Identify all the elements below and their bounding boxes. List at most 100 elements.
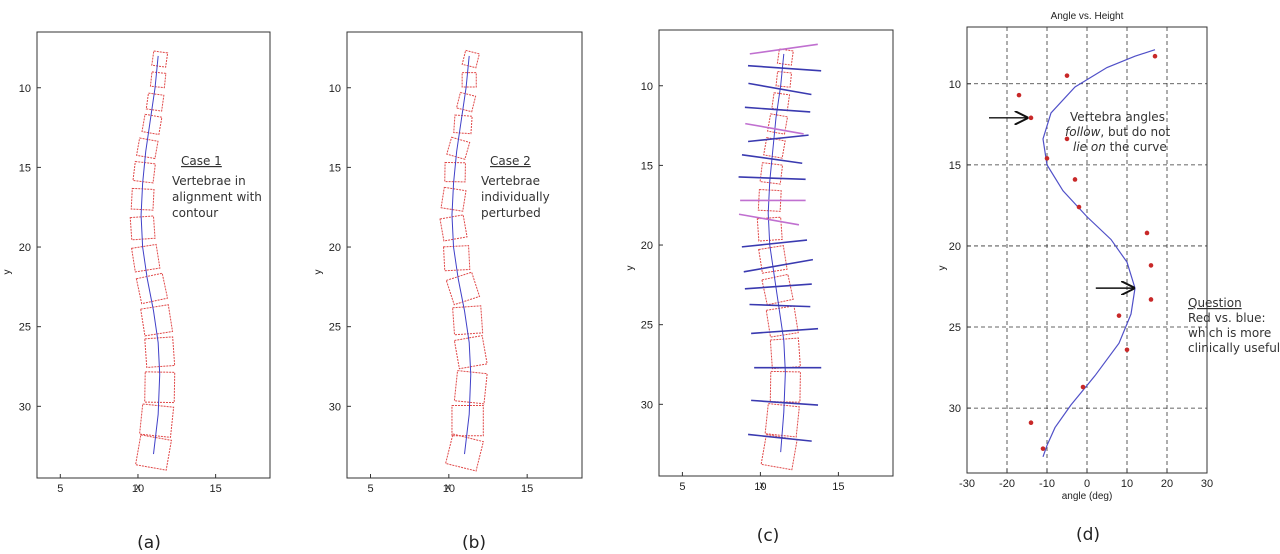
annotation-right-title: Question: [1188, 296, 1242, 310]
vertebra-box: [439, 214, 468, 242]
y-tick-label: 25: [949, 322, 961, 334]
grid-layer: [967, 27, 1207, 473]
spine-contour: [140, 55, 161, 455]
vertebrae-layer: [439, 49, 488, 472]
panel-label: (b): [462, 533, 486, 553]
vertebrae-layer: [129, 50, 176, 471]
x-tick-label: 20: [1161, 478, 1173, 490]
y-tick-label: 15: [641, 160, 653, 172]
annotation-line-1: Vertebrae: [481, 174, 540, 188]
data-point: [1148, 297, 1154, 302]
vertebra-box: [453, 335, 488, 370]
x-tick-label: 5: [57, 483, 63, 495]
vertebra-box: [452, 305, 484, 336]
vertebra-box: [776, 48, 794, 66]
x-tick-label: 15: [210, 483, 222, 495]
y-tick-layer: 10 15 20 25 30: [641, 81, 663, 411]
panel-b: 5 10 15 10 15 20 25 30 x y Case 2 Vertebrae in…: [313, 31, 583, 553]
plot-frame: [346, 31, 583, 479]
chart-title: Angle vs. Height: [1051, 11, 1124, 22]
x-axis-label: angle (deg): [1062, 491, 1113, 502]
data-point: [1148, 263, 1154, 268]
vertebra-box: [445, 433, 484, 472]
vertebra-box: [461, 49, 480, 69]
y-tick-label: 10: [19, 83, 31, 95]
x-tick-layer: 5 10 15: [367, 474, 533, 495]
vertebra-box: [451, 405, 484, 437]
panel-a: 5 10 15 10 15 20 25 30 x y Case 1 Vertebrae in…: [2, 31, 271, 553]
annotation-top-line-1: Vertebra angles: [1070, 110, 1165, 124]
annotation-right-line-1: Red vs. blue:: [1188, 311, 1266, 325]
y-tick-label: 15: [19, 162, 31, 174]
y-axis-label: y: [625, 266, 636, 271]
x-tick-label: 5: [679, 481, 685, 493]
annotation-top-line-3: lie on the curve: [1073, 140, 1167, 154]
vertebra-box: [129, 215, 156, 241]
angle-line: [738, 213, 800, 226]
panel-label: (a): [137, 533, 161, 553]
data-point: [1044, 156, 1050, 161]
angle-line: [741, 239, 808, 248]
x-tick-label: -30: [959, 478, 975, 490]
data-point: [1064, 73, 1070, 78]
data-point: [1152, 53, 1158, 59]
plot-frame: [36, 31, 271, 479]
vertebra-box: [771, 92, 791, 112]
y-tick-label: 30: [641, 399, 653, 411]
angle-line: [738, 176, 806, 181]
y-tick-label: 30: [949, 403, 961, 415]
annotation-title: Case 2: [490, 154, 531, 168]
arrow-layer: [989, 118, 1134, 288]
vertebra-box: [757, 188, 782, 212]
y-tick-layer: 10 15 20 25 30: [329, 83, 351, 413]
x-tick-label: -20: [999, 478, 1015, 490]
y-tick-label: 10: [329, 83, 341, 95]
vertebra-box: [758, 245, 788, 274]
data-point: [1028, 115, 1034, 121]
vertebra-box: [767, 113, 789, 135]
point-layer: [1016, 53, 1158, 451]
vertebra-box: [445, 271, 481, 306]
data-point: [1116, 313, 1122, 318]
data-point: [1040, 446, 1046, 451]
y-tick-label: 20: [19, 242, 31, 254]
vertebra-box: [141, 113, 163, 136]
data-point: [1028, 420, 1034, 426]
vertebra-box: [461, 72, 477, 88]
data-point: [1144, 230, 1150, 236]
y-tick-label: 20: [949, 241, 961, 253]
angle-line: [745, 122, 804, 135]
annotation-line-3: perturbed: [481, 206, 541, 220]
annotation-top-line-2: follow, but do not: [1065, 125, 1170, 139]
x-axis-label: x: [446, 482, 451, 493]
angle-line: [748, 134, 809, 143]
x-tick-layer: 5 10 15: [57, 474, 222, 495]
y-tick-label: 25: [329, 322, 341, 334]
y-axis-label: y: [2, 270, 13, 275]
data-point: [1064, 136, 1070, 142]
panel-c: 5 10 15 10 15 20 25 30 x y (c): [625, 29, 894, 546]
y-tick-label: 25: [19, 322, 31, 334]
annotation-line-2: alignment with: [172, 190, 262, 204]
y-tick-layer: 10 15 20 25 30: [949, 79, 971, 415]
spine-contour: [767, 53, 786, 453]
y-tick-label: 30: [19, 401, 31, 413]
x-tick-label: 10: [132, 483, 144, 495]
angle-line: [748, 433, 812, 442]
annotation-right-line-2: which is more: [1188, 326, 1271, 340]
vertebra-box: [136, 137, 159, 160]
x-axis-label: x: [136, 482, 141, 493]
vertebra-box: [134, 434, 173, 471]
x-tick-layer: 5 10 15: [679, 472, 845, 493]
x-axis-label: x: [760, 480, 765, 491]
angle-line: [744, 106, 811, 113]
data-point: [1080, 384, 1086, 390]
y-axis-label: y: [937, 266, 948, 271]
angle-line: [747, 64, 822, 72]
annotation-right-line-3: clinically useful?: [1188, 341, 1280, 355]
vertebra-box: [145, 92, 165, 112]
annotation-line-2: individually: [481, 190, 550, 204]
vertebra-box: [453, 114, 473, 135]
vertebra-box: [140, 304, 174, 337]
